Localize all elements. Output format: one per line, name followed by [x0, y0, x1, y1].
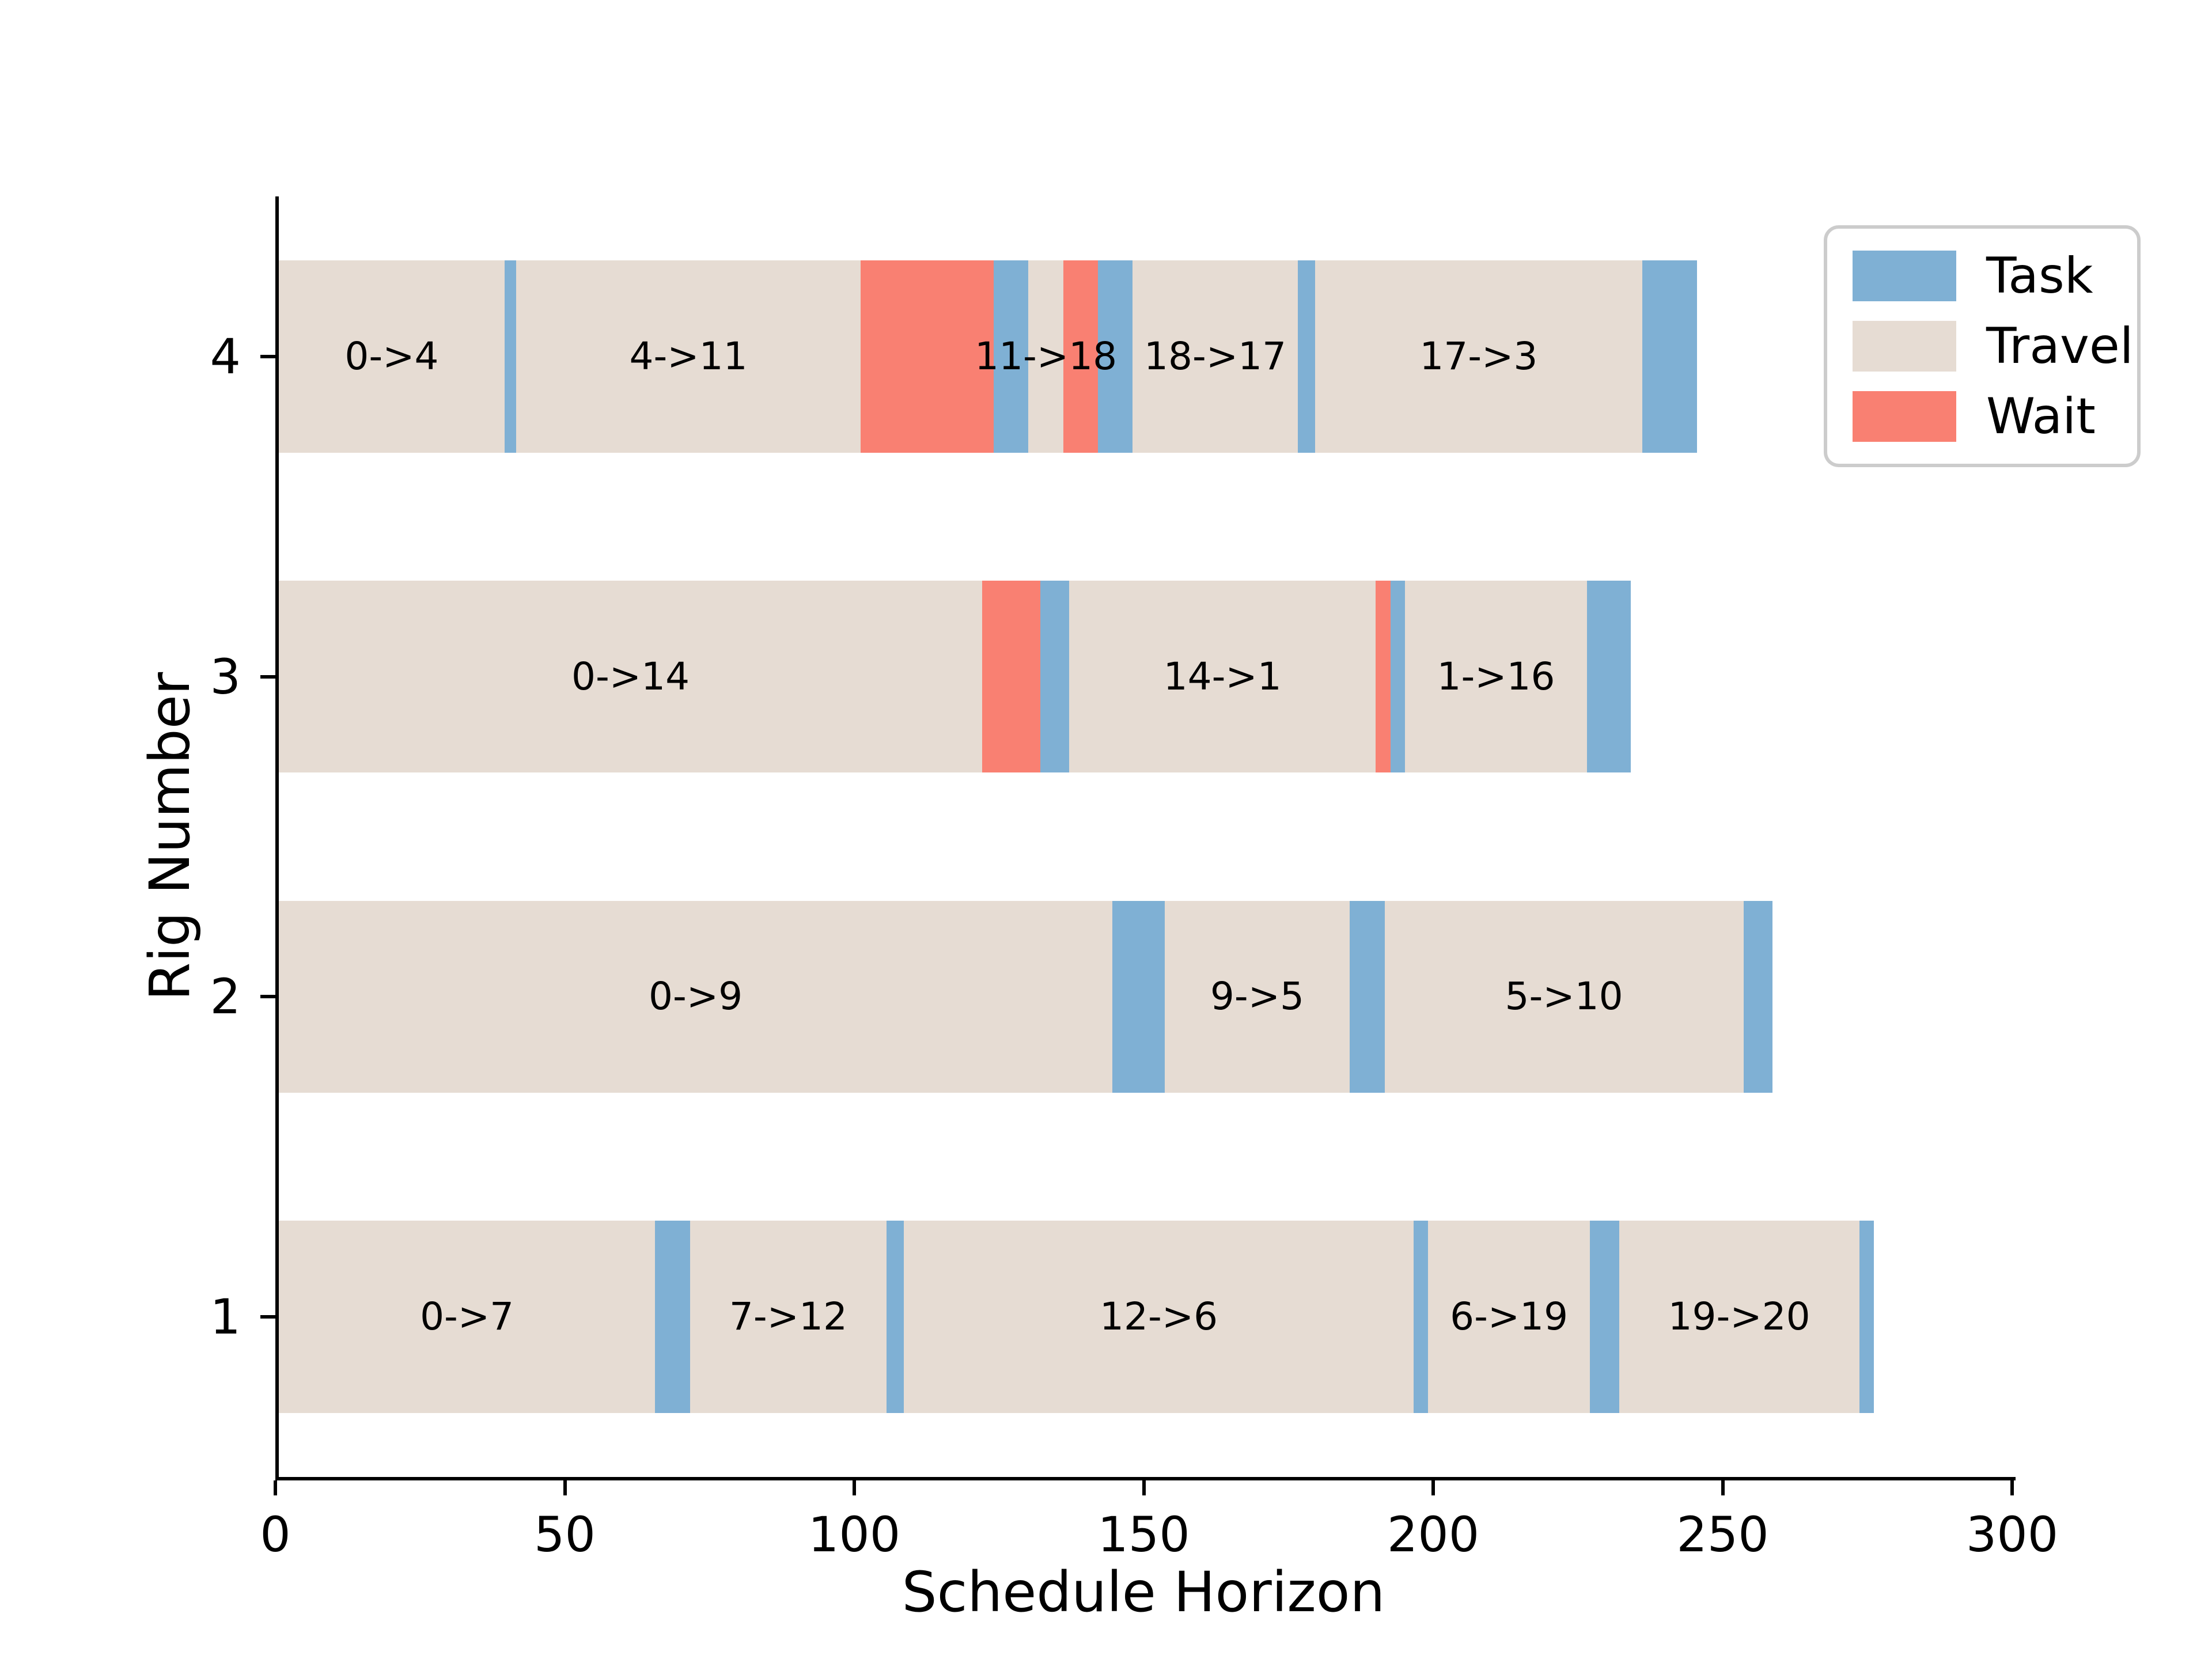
segment-travel	[279, 580, 983, 773]
segment-task	[1642, 260, 1698, 453]
x-tick-label: 250	[1676, 1506, 1769, 1563]
x-tick-mark	[1431, 1480, 1435, 1495]
x-axis-title: Schedule Horizon	[902, 1560, 1385, 1624]
segment-travel	[1404, 580, 1588, 773]
y-tick-mark	[260, 995, 275, 999]
segment-task	[994, 260, 1029, 453]
segment-wait	[1063, 260, 1099, 453]
segment-task	[655, 1221, 690, 1413]
segment-label: 12->6	[1100, 1294, 1218, 1339]
segment-task	[1587, 580, 1631, 773]
segment-travel	[279, 900, 1113, 1093]
segment-task	[1112, 900, 1165, 1093]
legend-swatch-task	[1853, 251, 1956, 301]
plot-area: 0->7 7->12 12->6 6->19 19->20 0->9 9->5 5->10 0-…	[275, 196, 2016, 1480]
segment-travel	[690, 1221, 887, 1413]
y-tick-label: 2	[210, 968, 241, 1025]
segment-task	[1743, 900, 1772, 1093]
x-tick-label: 0	[260, 1506, 291, 1563]
segment-label: 14->1	[1163, 654, 1282, 699]
y-tick-label: 3	[210, 648, 241, 705]
segment-task	[1040, 580, 1069, 773]
legend-item-wait: Wait	[1853, 391, 2112, 442]
x-tick-mark	[563, 1480, 567, 1495]
segment-label: 18->17	[1144, 334, 1287, 378]
x-tick-mark	[1142, 1480, 1146, 1495]
segment-task	[1413, 1221, 1428, 1413]
segment-task	[1590, 1221, 1619, 1413]
segment-travel	[1315, 260, 1642, 453]
segment-label: 5->10	[1505, 974, 1623, 1019]
legend-swatch-travel	[1853, 321, 1956, 372]
segment-travel	[1164, 900, 1350, 1093]
segment-task	[504, 260, 517, 453]
x-tick-mark	[2010, 1480, 2014, 1495]
y-tick-mark	[260, 1315, 275, 1319]
y-tick-mark	[260, 354, 275, 358]
legend-label: Task	[1986, 247, 2093, 305]
segment-task	[1297, 260, 1315, 453]
segment-label: 4->11	[629, 334, 748, 378]
x-tick-mark	[274, 1480, 277, 1495]
y-tick-label: 1	[210, 1289, 241, 1346]
legend-label: Travel	[1986, 317, 2134, 375]
legend-swatch-wait	[1853, 391, 1956, 442]
segment-travel	[1384, 900, 1744, 1093]
segment-label: 19->20	[1668, 1294, 1810, 1339]
legend-item-travel: Travel	[1853, 321, 2134, 372]
segment-label: 0->9	[649, 974, 743, 1019]
segment-label: 6->19	[1450, 1294, 1569, 1339]
segment-task	[1350, 900, 1385, 1093]
segment-label: 17->3	[1419, 334, 1538, 378]
segment-travel	[1028, 260, 1063, 453]
segment-wait	[1376, 580, 1391, 773]
segment-task	[1098, 260, 1133, 453]
segment-label: 11->18	[975, 334, 1118, 378]
legend-label: Wait	[1986, 388, 2096, 445]
y-tick-label: 4	[210, 328, 241, 385]
segment-travel	[904, 1221, 1414, 1413]
x-tick-label: 200	[1387, 1506, 1480, 1563]
segment-travel	[1132, 260, 1298, 453]
segment-label: 0->4	[344, 334, 439, 378]
segment-label: 0->14	[571, 654, 690, 699]
segment-travel	[1427, 1221, 1590, 1413]
segment-travel	[516, 260, 861, 453]
x-tick-label: 300	[1965, 1506, 2059, 1563]
x-tick-mark	[1721, 1480, 1725, 1495]
y-axis-title: Rig Number	[138, 672, 202, 1001]
segment-wait	[861, 260, 994, 453]
segment-wait	[982, 580, 1040, 773]
segment-label: 9->5	[1210, 974, 1304, 1019]
y-tick-mark	[260, 675, 275, 679]
x-tick-label: 100	[808, 1506, 901, 1563]
segment-label: 1->16	[1437, 654, 1555, 699]
segment-travel	[1069, 580, 1376, 773]
segment-task	[1390, 580, 1405, 773]
x-tick-label: 150	[1097, 1506, 1190, 1563]
segment-travel	[1619, 1221, 1859, 1413]
segment-task	[1859, 1221, 1874, 1413]
x-tick-label: 50	[534, 1506, 596, 1563]
segment-travel	[279, 260, 505, 453]
segment-travel	[279, 1221, 656, 1413]
segment-label: 0->7	[420, 1294, 514, 1339]
segment-label: 7->12	[729, 1294, 847, 1339]
x-tick-mark	[853, 1480, 856, 1495]
legend: Task Travel Wait	[1824, 225, 2141, 467]
segment-task	[887, 1221, 904, 1413]
legend-item-task: Task	[1853, 251, 2112, 301]
